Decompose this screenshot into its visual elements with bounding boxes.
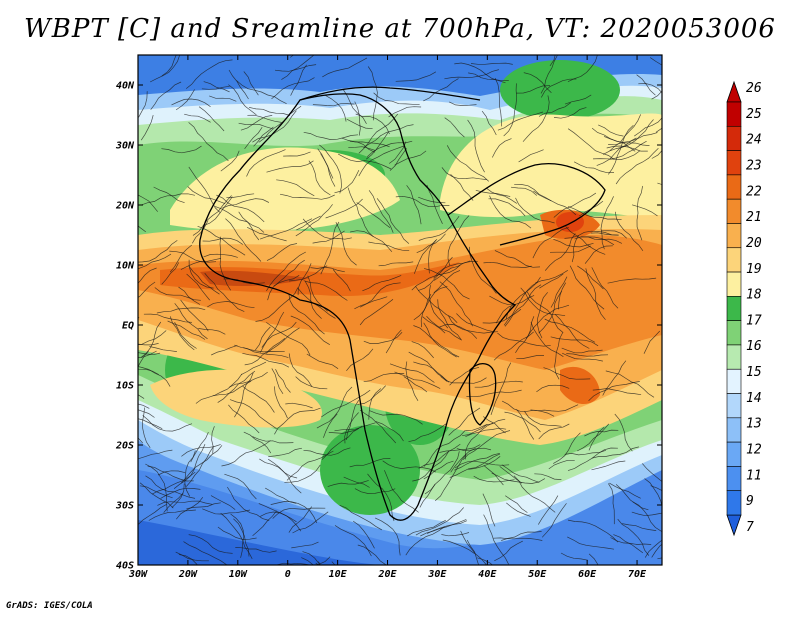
lat-label-8: 40S <box>116 561 134 572</box>
colorbar-box-15 <box>726 466 742 492</box>
colorbar-box-3 <box>726 174 742 200</box>
colorbar-label-9: 9 <box>746 494 754 509</box>
colorbar-label-13: 13 <box>746 417 762 432</box>
lon-label-10: 70E <box>628 569 647 580</box>
axis-ticks <box>137 55 662 566</box>
lon-label-1: 20W <box>178 569 198 580</box>
map-title: WBPT [C] and Sreamline at 700hPa, VT: 20… <box>24 14 776 44</box>
colorbar-label-19: 19 <box>746 262 762 277</box>
lat-label-0: 40N <box>116 81 135 92</box>
colorbar-label-26: 26 <box>746 81 762 96</box>
colorbar-box-4 <box>726 198 742 224</box>
colorbar: 26 25 24 23 22 21 20 19 18 17 16 15 14 13 12 11 9 7 <box>726 80 762 537</box>
lat-label-2: 20N <box>115 201 135 212</box>
field-layer <box>138 55 662 565</box>
colorbar-box-14 <box>726 441 742 467</box>
colorbar-box-5 <box>726 223 742 249</box>
colorbar-box-7 <box>726 271 742 297</box>
colorbar-box-0 <box>726 101 742 127</box>
coastlines <box>199 86 606 521</box>
colorbar-label-25: 25 <box>746 107 762 122</box>
lat-label-7: 30S <box>115 501 134 512</box>
lon-label-5: 20E <box>377 569 397 580</box>
lon-label-8: 50E <box>528 569 547 580</box>
colorbar-label-24: 24 <box>746 133 762 148</box>
lon-label-0: 30W <box>128 569 148 580</box>
colorbar-label-14: 14 <box>746 391 762 406</box>
lon-label-2: 10W <box>229 569 248 580</box>
colorbar-box-9 <box>726 320 742 346</box>
lat-label-3: 10N <box>116 261 135 272</box>
colorbar-label-12: 12 <box>746 443 762 458</box>
lat-label-1: 30N <box>115 141 135 152</box>
colorbar-box-13 <box>726 417 742 443</box>
lat-label-4: EQ <box>122 321 134 332</box>
lat-label-5: 10S <box>116 381 134 392</box>
colorbar-bottom-arrow <box>726 514 742 537</box>
colorbar-label-23: 23 <box>746 158 762 173</box>
lon-label-7: 40E <box>478 569 497 580</box>
colorbar-box-2 <box>726 150 742 176</box>
latitude-labels: 40N 30N 20N 10N EQ 10S 20S 30S 40S <box>115 81 135 572</box>
colorbar-label-7: 7 <box>746 520 754 535</box>
streamlines <box>138 55 662 565</box>
colorbar-label-18: 18 <box>746 288 762 303</box>
colorbar-box-8 <box>726 296 742 321</box>
colorbar-label-22: 22 <box>746 184 762 199</box>
colorbar-box-11 <box>726 368 742 394</box>
lon-label-9: 60E <box>578 569 597 580</box>
colorbar-box-6 <box>726 247 742 273</box>
lon-label-6: 30E <box>427 569 447 580</box>
colorbar-label-20: 20 <box>746 236 762 251</box>
lon-label-3: 0 <box>285 569 291 580</box>
colorbar-label-21: 21 <box>746 210 762 225</box>
grads-credit: GrADS: IGES/COLA <box>6 601 93 611</box>
colorbar-box-12 <box>726 393 742 419</box>
lon-label-4: 10E <box>329 569 348 580</box>
colorbar-label-17: 17 <box>746 313 762 328</box>
colorbar-box-10 <box>726 344 742 370</box>
colorbar-top-arrow <box>726 80 742 103</box>
colorbar-label-15: 15 <box>746 365 762 380</box>
lat-label-6: 20S <box>115 441 134 452</box>
colorbar-label-16: 16 <box>746 339 762 354</box>
longitude-labels: 30W 20W 10W 0 10E 20E 30E 40E 50E 60E 70E <box>128 569 647 580</box>
map-frame <box>137 54 663 566</box>
colorbar-label-11: 11 <box>746 468 762 483</box>
colorbar-box-16 <box>726 490 742 516</box>
colorbar-box-1 <box>726 125 742 151</box>
